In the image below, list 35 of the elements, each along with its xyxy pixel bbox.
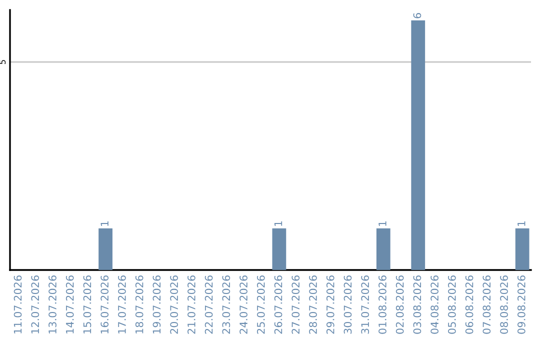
x-tick-label: 03.08.2026 bbox=[413, 276, 422, 334]
x-tick-label: 06.08.2026 bbox=[465, 276, 474, 334]
x-tick-label: 08.08.2026 bbox=[500, 276, 508, 334]
x-tick-label: 27.07.2026 bbox=[292, 276, 300, 334]
x-tick-label: 21.07.2026 bbox=[187, 276, 196, 334]
data-label: 1 bbox=[100, 221, 108, 226]
x-tick-label: 17.07.2026 bbox=[118, 276, 126, 334]
x-tick-label: 12.07.2026 bbox=[31, 276, 40, 334]
x-tick-label: 30.07.2026 bbox=[344, 276, 352, 334]
data-label: 1 bbox=[378, 221, 386, 226]
x-tick-label: 13.07.2026 bbox=[48, 276, 56, 334]
x-tick-label: 09.08.2026 bbox=[517, 276, 526, 334]
x-tick-label: 11.07.2026 bbox=[14, 276, 22, 334]
x-tick-label: 19.07.2026 bbox=[152, 276, 161, 334]
x-tick-label: 25.07.2026 bbox=[256, 276, 265, 334]
x-tick-label: 02.08.2026 bbox=[396, 276, 404, 334]
x-tick-label: 26.07.2026 bbox=[274, 276, 282, 334]
x-tick-label: 23.07.2026 bbox=[222, 276, 230, 334]
data-label: 1 bbox=[518, 221, 526, 226]
x-tick-label: 01.08.2026 bbox=[378, 276, 386, 334]
x-tick-label: 07.08.2026 bbox=[482, 276, 491, 334]
x-tick-label: 31.07.2026 bbox=[361, 276, 370, 334]
x-tick-label: 16.07.2026 bbox=[100, 276, 109, 334]
x-tick-label: 24.07.2026 bbox=[240, 276, 248, 334]
x-tick-label: 20.07.2026 bbox=[170, 276, 178, 334]
data-label: 1 bbox=[274, 221, 282, 226]
x-tick-label: 18.07.2026 bbox=[135, 276, 144, 334]
x-tick-label: 28.07.2026 bbox=[309, 276, 317, 334]
x-tick-label: 14.07.2026 bbox=[66, 276, 74, 334]
data-label: 6 bbox=[413, 13, 422, 18]
x-tick-label: 29.07.2026 bbox=[326, 276, 334, 334]
x-tick-label: 15.07.2026 bbox=[83, 276, 92, 334]
x-tick-label: 22.07.2026 bbox=[204, 276, 213, 334]
x-tick-label: 05.08.2026 bbox=[448, 276, 456, 334]
x-tick-label: 04.08.2026 bbox=[430, 276, 439, 334]
